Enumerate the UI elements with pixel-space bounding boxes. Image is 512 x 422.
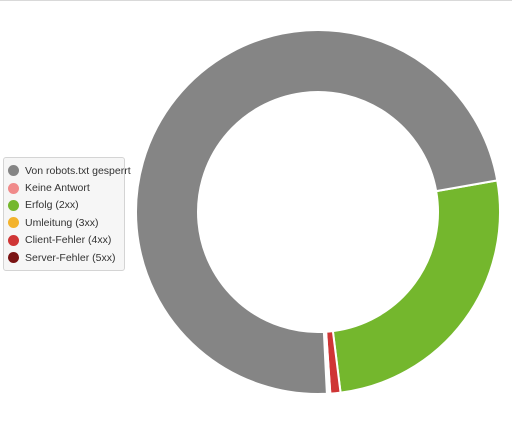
legend-label: Von robots.txt gesperrt (25, 164, 131, 177)
legend-label: Umleitung (3xx) (25, 216, 99, 229)
donut-slice-von-robots-txt-gesperrt[interactable] (135, 29, 499, 395)
legend-swatch-icon (8, 234, 19, 246)
legend-swatch-icon (8, 182, 19, 194)
legend-swatch-icon (8, 217, 19, 229)
legend-label: Server-Fehler (5xx) (25, 251, 116, 264)
legend-item-erfolg-2xx[interactable]: Erfolg (2xx) (4, 197, 124, 214)
legend-label: Client-Fehler (4xx) (25, 234, 112, 247)
legend-label: Keine Antwort (25, 182, 90, 195)
chart-legend: Von robots.txt gesperrt Keine Antwort Erfo… (3, 157, 131, 272)
legend-item-client-fehler-4xx[interactable]: Client-Fehler (4xx) (4, 232, 124, 249)
legend-item-von-robots-txt-gesperrt[interactable]: Von robots.txt gesperrt (4, 162, 131, 179)
legend-item-server-fehler-5xx[interactable]: Server-Fehler (5xx) (4, 249, 124, 266)
legend-item-umleitung-3xx[interactable]: Umleitung (3xx) (4, 214, 124, 231)
legend-swatch-icon (8, 199, 19, 211)
top-divider (0, 0, 512, 1)
legend-swatch-icon (8, 252, 19, 264)
legend-swatch-icon (8, 165, 19, 177)
legend-item-keine-antwort[interactable]: Keine Antwort (4, 179, 124, 196)
legend-label: Erfolg (2xx) (25, 199, 79, 212)
donut-slice-erfolg-2xx[interactable] (331, 179, 501, 394)
